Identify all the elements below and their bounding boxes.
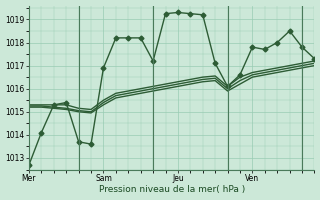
X-axis label: Pression niveau de la mer( hPa ): Pression niveau de la mer( hPa )	[99, 185, 245, 194]
